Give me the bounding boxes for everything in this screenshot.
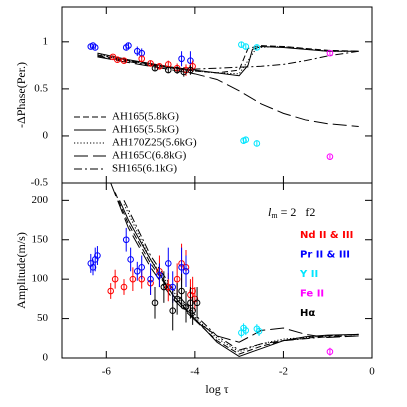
y-axis-label: Amplitude(m/s) — [14, 232, 28, 309]
y-tick-label: -0.5 — [31, 177, 49, 189]
data-point — [187, 299, 194, 307]
data-point — [91, 44, 99, 51]
model-line — [110, 183, 359, 343]
data-point — [107, 287, 115, 295]
data-point — [147, 275, 154, 283]
data-point — [164, 283, 172, 291]
data-point — [89, 264, 97, 271]
data-point — [173, 295, 181, 303]
model-line — [119, 200, 359, 357]
data-point — [164, 260, 172, 267]
annotation-symbol: l — [268, 205, 272, 219]
data-point — [178, 55, 185, 63]
legend-label: Hα — [300, 308, 315, 319]
model-line — [97, 46, 359, 75]
legend-label: Pr II & III — [300, 250, 350, 261]
data-point — [253, 140, 261, 147]
data-point — [178, 264, 185, 271]
data-point — [326, 348, 334, 355]
plot-frame — [61, 6, 373, 184]
data-point — [182, 267, 190, 275]
plot-frame — [61, 182, 373, 359]
data-point — [127, 256, 134, 263]
data-point — [94, 252, 101, 259]
model-line — [97, 50, 359, 70]
legend-label: SH165(6.1kG) — [112, 163, 177, 175]
annotation-text: = 2 f2 — [281, 205, 316, 219]
legend-label: AH165C(6.8kG) — [112, 150, 187, 162]
data-point — [125, 42, 132, 49]
model-line — [97, 45, 359, 74]
model-line — [97, 56, 359, 128]
data-point — [326, 153, 334, 160]
plot-area — [87, 41, 359, 160]
data-point — [326, 49, 334, 57]
data-point — [187, 57, 194, 64]
data-point — [169, 283, 177, 291]
data-point — [178, 287, 185, 295]
y-tick-label: 150 — [32, 233, 49, 245]
plot-area — [87, 183, 359, 357]
x-tick-label: -6 — [102, 366, 112, 378]
y-tick-label: 0 — [43, 352, 49, 364]
data-point — [151, 299, 159, 307]
data-point — [138, 264, 146, 271]
y-tick-label: 50 — [37, 312, 49, 324]
data-point — [189, 287, 196, 295]
data-point — [193, 299, 201, 307]
model-line — [97, 46, 359, 77]
y-tick-label: 0 — [43, 129, 49, 141]
x-tick-label: -2 — [279, 366, 288, 378]
legend-label: Nd II & III — [300, 230, 353, 241]
data-point — [120, 283, 128, 291]
x-tick-label: -4 — [190, 366, 200, 378]
y-tick-label: 0.5 — [34, 82, 48, 94]
data-point — [242, 327, 250, 334]
model-line — [123, 200, 359, 351]
x-axis-label: log τ — [205, 382, 228, 396]
legend-label: AH165(5.8kG) — [112, 111, 179, 123]
y-tick-label: 100 — [32, 273, 49, 285]
data-point — [133, 267, 141, 275]
annotation: lm = 2 f2 — [268, 205, 315, 220]
legend-label: AH170Z25(5.6kG) — [112, 137, 197, 149]
data-point — [151, 64, 159, 72]
legend-label: AH165(5.5kG) — [112, 124, 179, 136]
x-tick-label: 0 — [369, 366, 375, 378]
data-point — [129, 275, 137, 283]
data-point — [156, 271, 163, 279]
legend-label: Y II — [299, 269, 318, 280]
data-point — [242, 136, 250, 144]
y-axis-label: -ΔPhase(Per.) — [14, 62, 28, 128]
data-point — [138, 55, 146, 63]
data-point — [182, 303, 190, 311]
data-point — [147, 60, 154, 67]
model-line — [114, 192, 359, 355]
legend-label: Fe II — [300, 289, 324, 300]
data-point — [173, 275, 181, 283]
model-line — [123, 204, 359, 353]
data-point — [111, 275, 119, 283]
data-point — [187, 66, 194, 74]
data-point — [164, 66, 172, 74]
data-point — [160, 283, 168, 291]
data-point — [122, 236, 130, 244]
y-tick-label: 1 — [43, 35, 49, 47]
data-point — [255, 327, 263, 335]
data-point — [189, 307, 196, 315]
data-point — [169, 307, 177, 315]
data-point — [120, 57, 128, 64]
data-point — [242, 43, 250, 50]
data-point — [173, 66, 181, 74]
y-tick-label: 200 — [32, 194, 49, 206]
data-point — [253, 44, 261, 51]
data-point — [114, 56, 121, 64]
data-point — [180, 68, 188, 76]
annotation-subscript: m — [271, 211, 278, 220]
